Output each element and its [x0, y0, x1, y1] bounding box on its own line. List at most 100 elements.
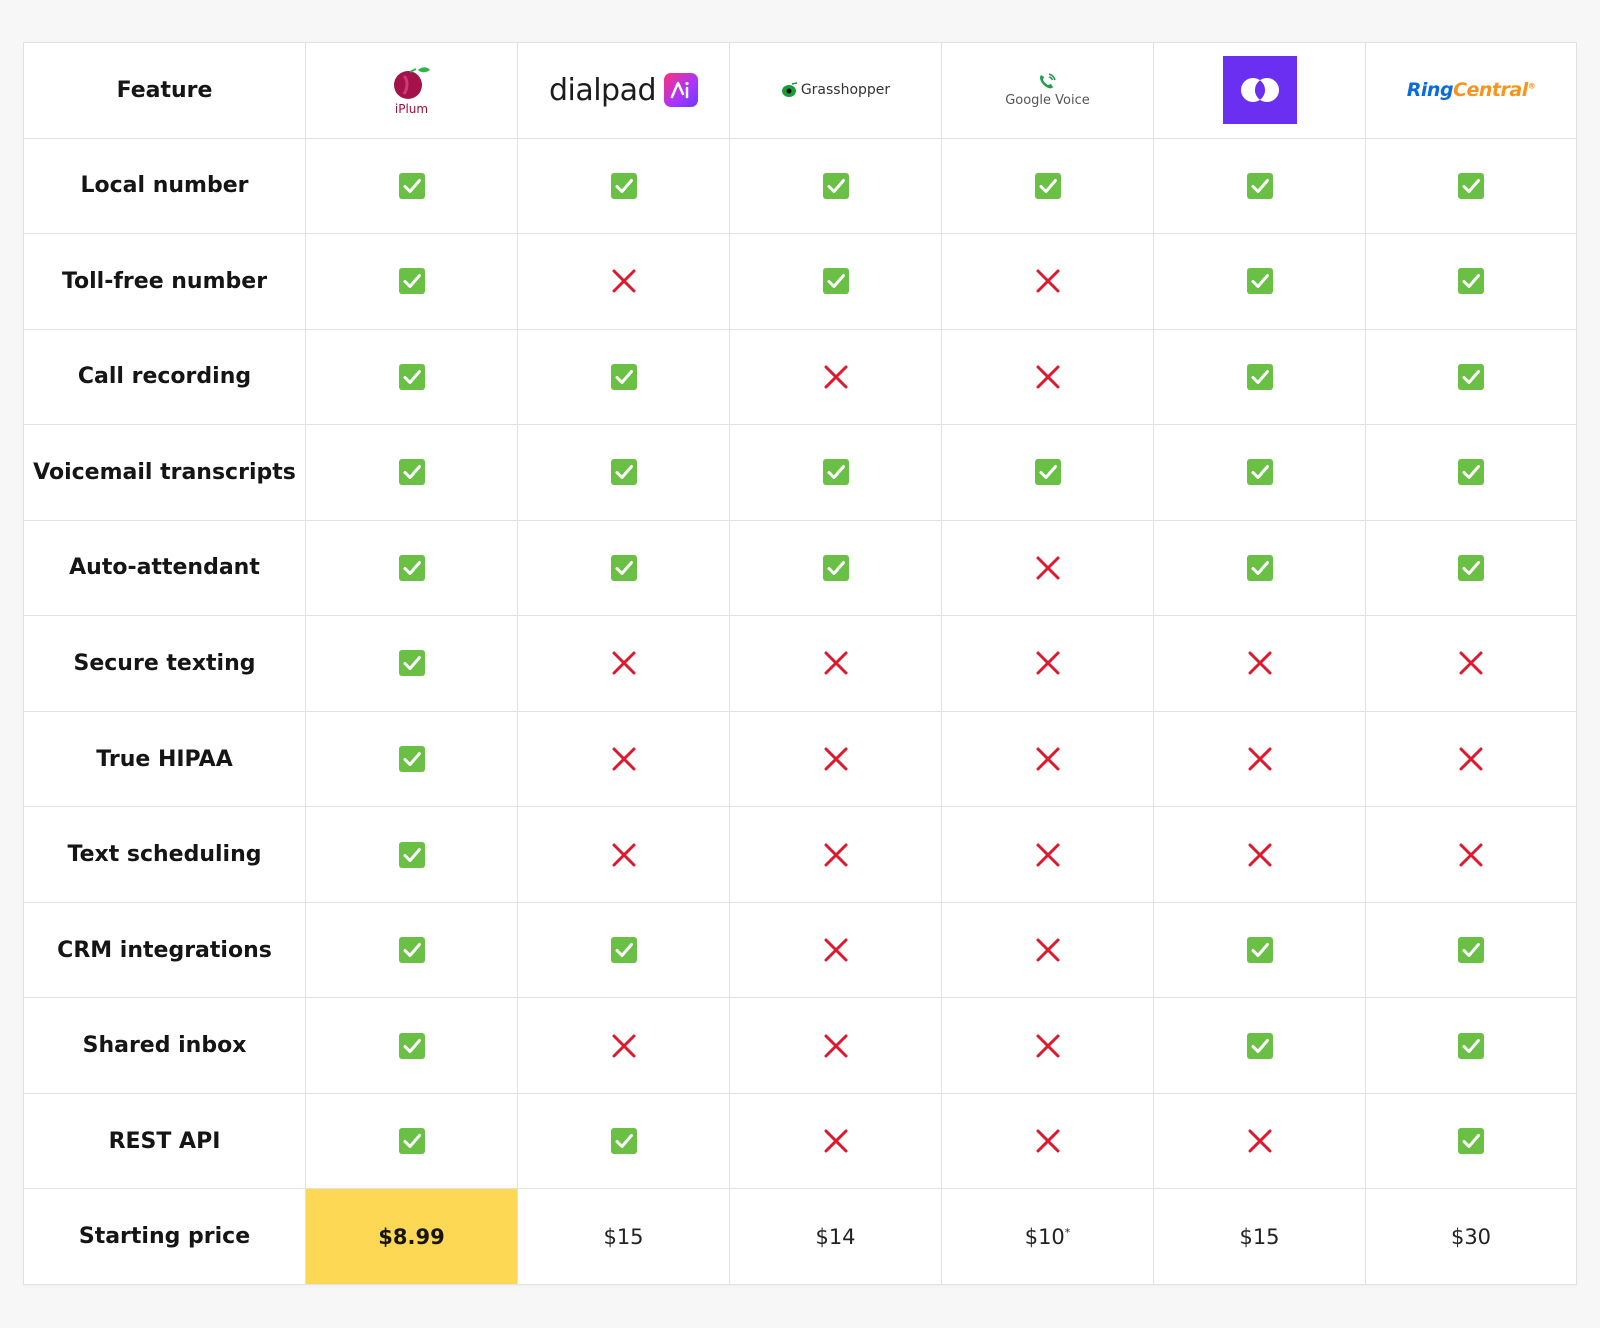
price-value: $14 — [815, 1225, 855, 1249]
price-cell: $14 — [730, 1189, 942, 1285]
price-cell: $15 — [518, 1189, 730, 1285]
feature-label: Toll-free number — [61, 268, 268, 294]
cross-icon — [610, 841, 638, 869]
check-icon — [822, 554, 850, 582]
check-icon — [398, 172, 426, 200]
support-cell — [306, 329, 518, 426]
cross-icon — [1034, 745, 1062, 773]
price-cell-highlighted: $8.99 — [306, 1189, 518, 1285]
check-icon — [398, 363, 426, 391]
support-cell — [730, 234, 942, 330]
support-cell — [1154, 902, 1366, 999]
support-cell — [942, 234, 1154, 330]
check-icon — [398, 554, 426, 582]
support-cell — [1154, 138, 1366, 235]
cross-icon — [1457, 649, 1485, 677]
support-cell — [518, 711, 730, 808]
plum-icon — [393, 67, 430, 100]
price-value: $15 — [603, 1225, 643, 1249]
grasshopper-icon — [781, 82, 797, 98]
openphone-logo — [1222, 56, 1297, 125]
support-cell — [942, 520, 1154, 617]
support-cell — [730, 998, 942, 1094]
check-icon — [822, 267, 850, 295]
check-icon — [610, 363, 638, 391]
support-cell — [1366, 329, 1577, 426]
cross-icon — [610, 1032, 638, 1060]
header-feature-label: Feature — [116, 77, 213, 103]
support-cell — [1154, 425, 1366, 521]
support-cell — [942, 1093, 1154, 1190]
overlapping-circles-icon — [1240, 78, 1279, 103]
support-cell — [306, 425, 518, 521]
support-cell — [306, 1093, 518, 1190]
feature-label: Voicemail transcripts — [33, 459, 296, 485]
price-label: Starting price — [78, 1224, 251, 1250]
check-icon — [1246, 554, 1274, 582]
ringcentral-trademark: ® — [1527, 81, 1536, 91]
support-cell — [1154, 329, 1366, 426]
check-icon — [610, 458, 638, 486]
support-cell — [730, 329, 942, 426]
feature-cell: CRM integrations — [24, 902, 306, 999]
support-cell — [1154, 1093, 1366, 1190]
support-cell — [518, 520, 730, 617]
support-cell — [730, 902, 942, 999]
price-cell: $30 — [1366, 1189, 1577, 1285]
check-icon — [1246, 172, 1274, 200]
feature-cell: True HIPAA — [24, 711, 306, 808]
price-text: $15 — [1239, 1224, 1280, 1249]
feature-cell: Auto-attendant — [24, 520, 306, 617]
check-icon — [398, 841, 426, 869]
check-icon — [1246, 267, 1274, 295]
cross-icon — [1034, 363, 1062, 391]
cross-icon — [822, 936, 850, 964]
support-cell — [518, 138, 730, 235]
support-cell — [730, 1093, 942, 1190]
cross-icon — [1034, 554, 1062, 582]
support-cell — [1154, 807, 1366, 903]
cross-icon — [1034, 267, 1062, 295]
check-icon — [1457, 1127, 1485, 1155]
check-icon — [1457, 172, 1485, 200]
cross-icon — [1034, 1127, 1062, 1155]
price-value: $8.99 — [378, 1225, 444, 1249]
google-voice-logo-text: Google Voice — [1005, 93, 1090, 109]
price-text: $30 — [1450, 1224, 1492, 1249]
support-cell — [1366, 998, 1577, 1094]
support-cell — [942, 616, 1154, 712]
support-cell — [306, 616, 518, 712]
support-cell — [306, 711, 518, 808]
dialpad-logo: dialpad — [549, 73, 699, 108]
check-icon — [1457, 363, 1485, 391]
header-logo-grasshopper: Grasshopper — [730, 43, 942, 139]
check-icon — [1034, 172, 1062, 200]
cross-icon — [1457, 745, 1485, 773]
support-cell — [1366, 807, 1577, 903]
check-icon — [610, 554, 638, 582]
check-icon — [1457, 554, 1485, 582]
price-text: $8.99 — [378, 1224, 445, 1249]
price-label-cell: Starting price — [24, 1189, 306, 1285]
check-icon — [822, 458, 850, 486]
feature-label: Text scheduling — [67, 842, 262, 868]
support-cell — [518, 998, 730, 1094]
feature-label: Shared inbox — [82, 1033, 247, 1059]
support-cell — [730, 711, 942, 808]
support-cell — [1366, 616, 1577, 712]
support-cell — [1366, 1093, 1577, 1190]
check-icon — [398, 1032, 426, 1060]
support-cell — [1366, 902, 1577, 999]
feature-cell: Text scheduling — [24, 807, 306, 903]
support-cell — [306, 902, 518, 999]
cross-icon — [1246, 841, 1274, 869]
dialpad-ai-icon — [664, 73, 699, 108]
price-text: $10 — [1024, 1224, 1065, 1249]
support-cell — [306, 520, 518, 617]
support-cell — [518, 425, 730, 521]
cross-icon — [1034, 936, 1062, 964]
support-cell — [518, 234, 730, 330]
google-voice-logo: Google Voice — [1005, 72, 1090, 108]
support-cell — [1154, 616, 1366, 712]
support-cell — [306, 138, 518, 235]
